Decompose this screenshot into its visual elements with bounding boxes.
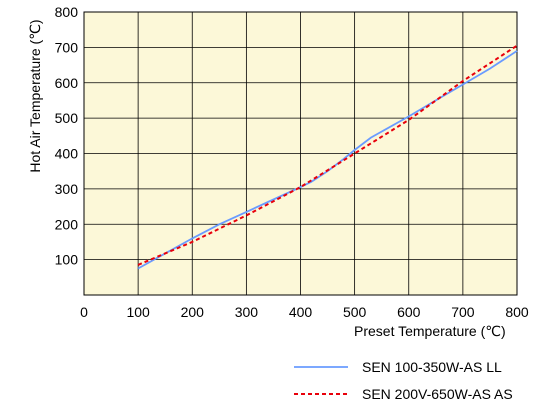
x-tick-labels: 0 100 200 300 400 500 600 700 800	[80, 304, 529, 320]
x-tick-label: 200	[181, 304, 205, 320]
x-tick-label: 700	[451, 304, 475, 320]
x-axis-title: Preset Temperature (℃)	[354, 323, 506, 339]
y-tick-label: 200	[55, 216, 79, 232]
y-axis-title: Hot Air Temperature (℃)	[27, 19, 43, 172]
legend-label-1: SEN 100-350W-AS LL	[362, 359, 502, 375]
series-line-2	[137, 44, 518, 266]
series-lines	[137, 44, 518, 270]
y-tick-label: 400	[55, 146, 79, 162]
x-tick-label: 500	[343, 304, 367, 320]
y-tick-label: 100	[55, 252, 79, 268]
y-tick-labels: 100 200 300 400 500 600 700 800	[55, 4, 79, 268]
x-tick-label: 800	[505, 304, 529, 320]
x-tick-label: 0	[80, 304, 88, 320]
y-tick-label: 600	[55, 75, 79, 91]
x-tick-label: 100	[126, 304, 150, 320]
y-tick-label: 300	[55, 181, 79, 197]
y-tick-label: 500	[55, 110, 79, 126]
x-tick-label: 600	[397, 304, 421, 320]
x-tick-label: 300	[235, 304, 259, 320]
y-tick-label: 800	[55, 4, 79, 20]
legend: SEN 100-350W-AS LL SEN 200V-650W-AS AS	[294, 359, 513, 402]
series-line-1	[137, 50, 518, 270]
legend-label-2: SEN 200V-650W-AS AS	[362, 386, 513, 402]
gridlines	[84, 12, 517, 295]
x-tick-label: 400	[289, 304, 313, 320]
y-tick-label: 700	[55, 39, 79, 55]
